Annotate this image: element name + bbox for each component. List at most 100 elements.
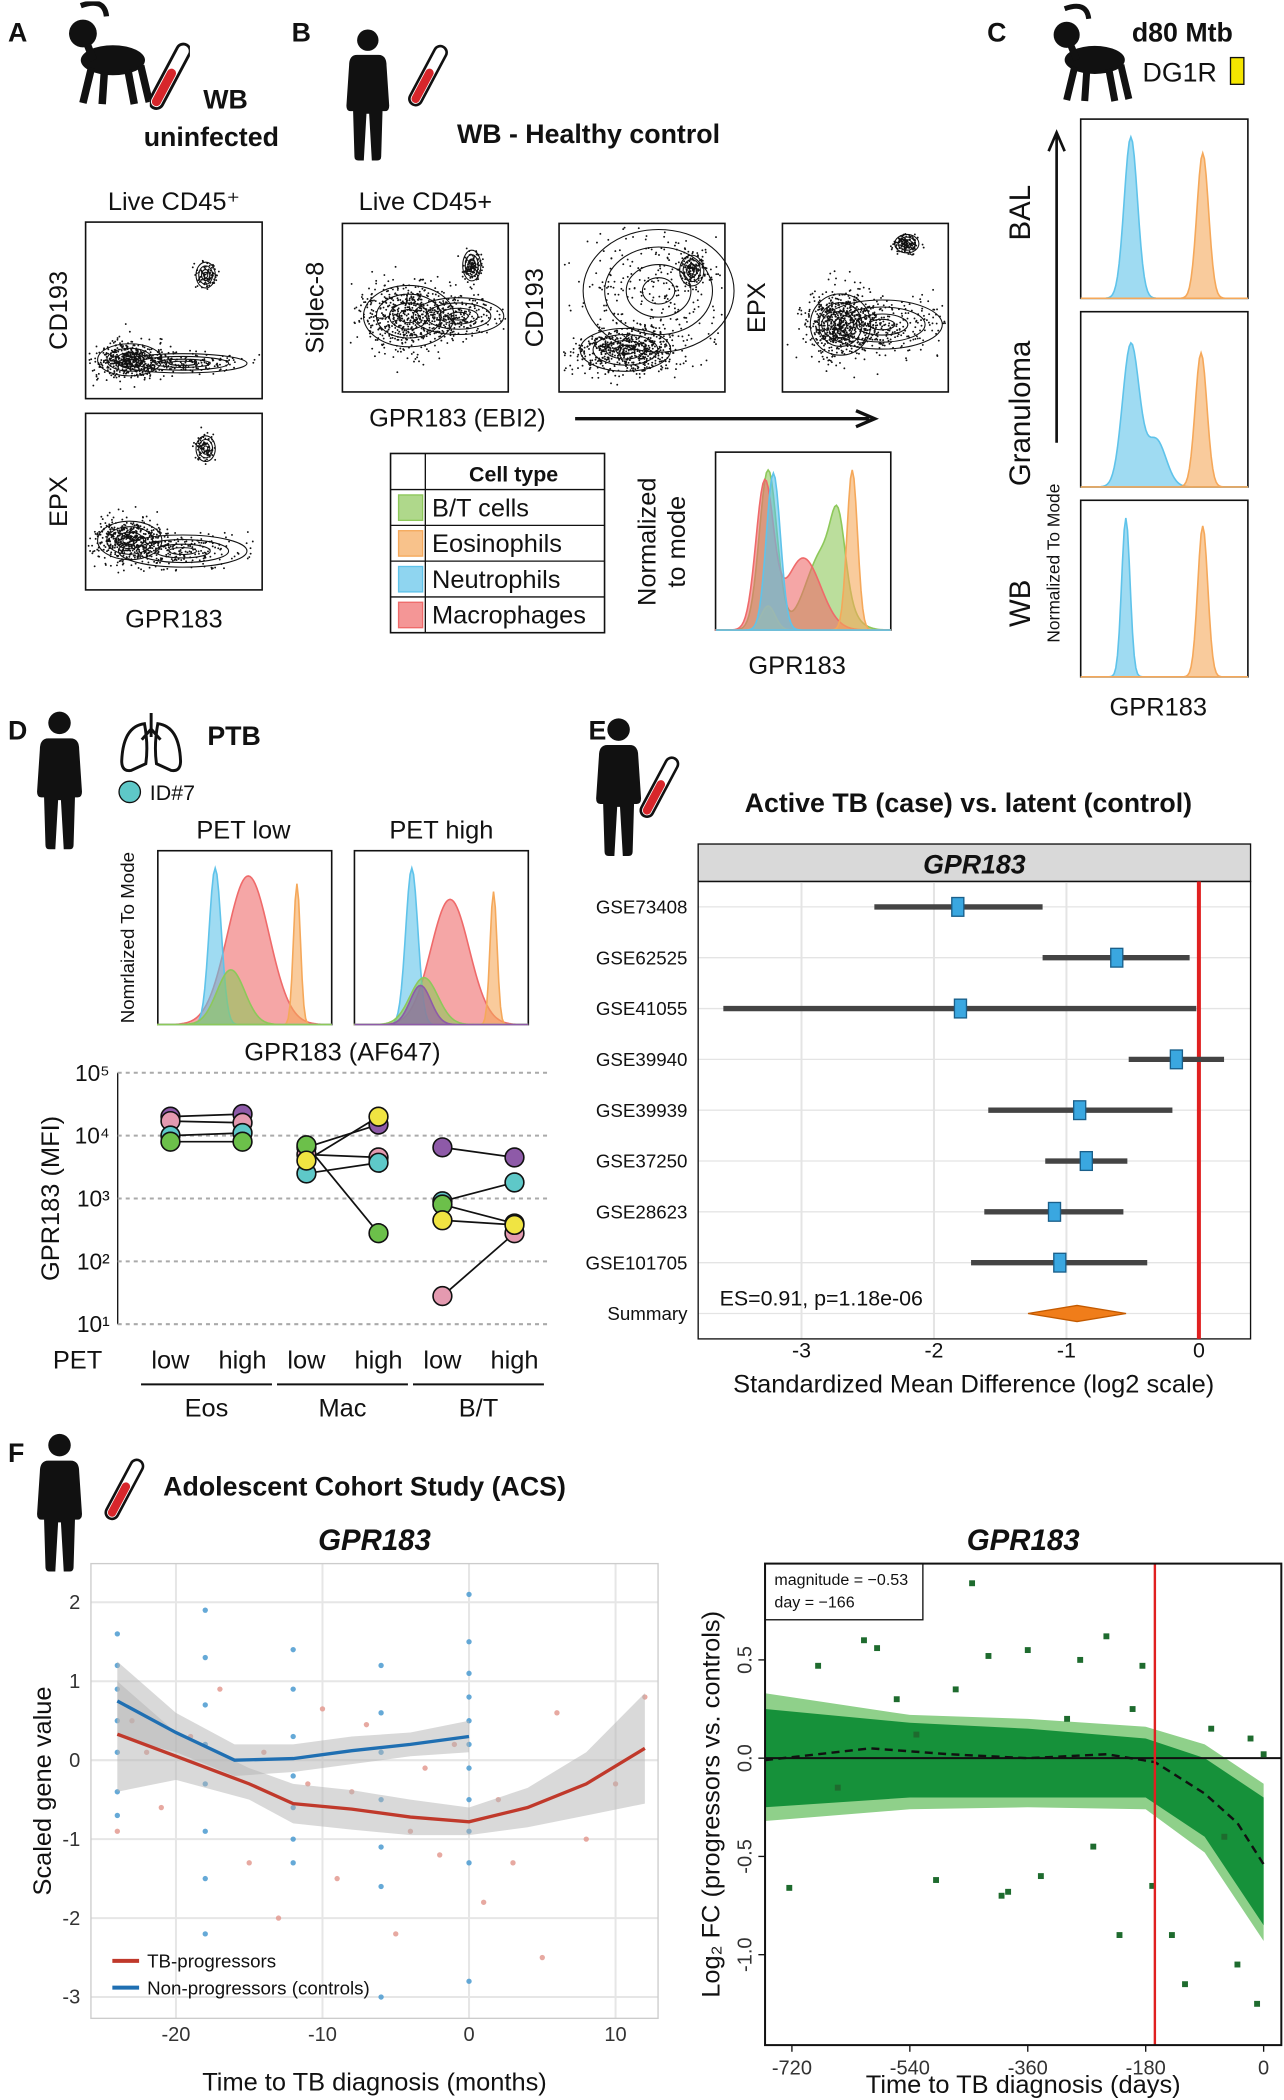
event-dot <box>130 564 133 567</box>
event-dot <box>830 361 833 364</box>
event-dot <box>468 313 471 316</box>
event-dot <box>600 351 603 354</box>
x-tick-label: low <box>287 1346 326 1374</box>
event-dot <box>826 329 828 332</box>
event-dot <box>146 528 149 531</box>
event-dot <box>372 316 375 318</box>
event-dot <box>139 525 142 528</box>
event-dot <box>96 378 98 381</box>
event-dot <box>634 343 637 346</box>
event-dot <box>401 328 404 331</box>
event-dot <box>786 343 789 346</box>
event-dot <box>658 295 661 298</box>
monkey-icon <box>1054 6 1129 101</box>
event-dot <box>233 361 236 364</box>
event-dot <box>828 359 831 362</box>
event-dot <box>110 526 113 529</box>
event-dot <box>659 265 661 267</box>
contour <box>154 358 211 368</box>
event-dot <box>630 355 633 358</box>
y-tick-label: 2 <box>69 1592 80 1614</box>
event-dot <box>672 344 674 347</box>
contour <box>855 313 909 336</box>
event-dot <box>876 373 879 376</box>
event-dot <box>401 300 404 303</box>
event-dot <box>880 327 883 330</box>
event-dot <box>453 327 456 329</box>
event-dot <box>683 271 686 274</box>
event-dot <box>141 351 144 354</box>
event-dot <box>119 344 122 347</box>
dot <box>232 1131 253 1152</box>
event-dot <box>612 286 615 289</box>
point <box>815 1662 822 1669</box>
event-dot <box>349 341 352 344</box>
event-dot <box>440 322 443 324</box>
event-dot <box>371 313 374 316</box>
event-dot <box>150 532 153 535</box>
event-dot <box>941 304 944 307</box>
event-dot <box>400 339 403 341</box>
event-dot <box>391 310 394 313</box>
event-dot <box>116 564 118 567</box>
event-dot <box>623 360 626 363</box>
event-dot <box>448 281 451 284</box>
event-dot <box>358 320 361 323</box>
event-dot <box>143 346 146 349</box>
contour <box>115 531 145 550</box>
event-dot <box>602 349 605 351</box>
event-dot <box>434 287 437 290</box>
event-dot <box>599 318 602 321</box>
event-dot <box>460 313 462 316</box>
event-dot <box>412 322 415 325</box>
event-dot <box>866 329 869 332</box>
event-dot <box>416 356 419 359</box>
x-tick-label: -540 <box>890 2058 930 2080</box>
contour <box>438 307 479 325</box>
contour <box>388 302 429 330</box>
event-dot <box>203 361 206 364</box>
event-dot <box>704 251 707 254</box>
legend-swatch <box>397 530 424 557</box>
event-dot <box>931 329 934 332</box>
event-dot <box>167 562 170 565</box>
y-tick-label: GSE62525 <box>596 947 688 968</box>
event-dot <box>469 272 472 275</box>
event-dot <box>831 355 834 358</box>
event-dot <box>454 299 457 301</box>
event-dot <box>161 557 164 560</box>
event-dot <box>144 349 147 352</box>
event-dot <box>643 323 646 326</box>
event-dot <box>831 290 834 293</box>
event-dot <box>469 311 472 314</box>
event-dot <box>888 315 891 318</box>
event-dot <box>563 369 566 372</box>
event-dot <box>200 278 203 281</box>
x-tick-label: -360 <box>1008 2058 1048 2080</box>
event-dot <box>831 330 834 333</box>
event-dot <box>800 313 803 316</box>
event-dot <box>833 270 836 273</box>
event-dot <box>802 337 805 340</box>
event-dot <box>853 303 855 306</box>
row-label: Granuloma <box>1004 340 1037 486</box>
point <box>786 1884 793 1891</box>
event-dot <box>116 347 119 349</box>
event-dot <box>171 375 174 378</box>
event-dot <box>904 312 907 315</box>
trend-line <box>116 1699 470 1762</box>
event-dot <box>689 270 692 273</box>
event-dot <box>831 308 834 310</box>
event-dot <box>149 519 151 522</box>
point <box>466 1694 472 1700</box>
event-dot <box>810 337 813 340</box>
event-dot <box>837 298 840 301</box>
event-dot <box>622 277 625 280</box>
event-dot <box>117 532 120 534</box>
event-dot <box>252 361 255 364</box>
event-dot <box>657 357 660 360</box>
event-dot <box>862 312 865 314</box>
event-dot <box>919 298 922 301</box>
event-dot <box>804 312 807 314</box>
point <box>1037 1873 1044 1880</box>
